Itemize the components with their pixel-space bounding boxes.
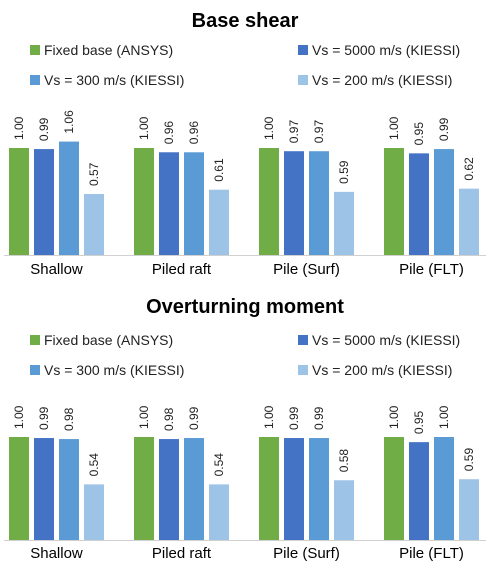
bar xyxy=(184,438,204,540)
bar xyxy=(334,480,354,540)
legend-entry: Vs = 300 m/s (KIESSI) xyxy=(44,72,184,88)
data-label: 0.59 xyxy=(462,448,476,472)
base-shear-chart: Base shear Fixed base (ANSYS) Vs = 5000 m… xyxy=(4,10,486,278)
legend-swatch xyxy=(30,45,40,55)
data-label: 0.99 xyxy=(187,406,201,430)
bar xyxy=(284,438,304,540)
category-label: Shallow xyxy=(30,261,83,278)
chart-title: Overturning moment xyxy=(146,296,344,318)
bar xyxy=(384,437,404,540)
legend: Fixed base (ANSYS) Vs = 5000 m/s (KIESSI)… xyxy=(30,332,460,378)
bar xyxy=(9,148,29,255)
data-label: 0.99 xyxy=(312,406,326,430)
legend-swatch xyxy=(298,365,308,375)
bar xyxy=(34,438,54,540)
data-label: 0.95 xyxy=(412,410,426,434)
bar xyxy=(409,153,429,255)
data-label: 0.54 xyxy=(87,453,101,477)
legend-swatch xyxy=(30,365,40,375)
data-label: 1.00 xyxy=(12,116,26,140)
legend-swatch xyxy=(298,75,308,85)
data-label: 1.00 xyxy=(262,116,276,140)
bar xyxy=(284,151,304,255)
bar xyxy=(434,437,454,540)
legend: Fixed base (ANSYS) Vs = 5000 m/s (KIESSI)… xyxy=(30,42,460,88)
bar xyxy=(159,152,179,255)
category-label: Pile (Surf) xyxy=(273,261,340,278)
data-label: 1.00 xyxy=(262,405,276,429)
bar xyxy=(84,194,104,255)
category-label: Pile (Surf) xyxy=(273,545,340,562)
data-label: 1.00 xyxy=(387,116,401,140)
data-label: 1.00 xyxy=(387,405,401,429)
bar-group: 1.00 0.99 0.98 0.54 1.00 0.98 0.99 0.54 1.00 0.99… xyxy=(9,405,479,540)
bar xyxy=(409,442,429,540)
bar xyxy=(9,437,29,540)
data-label: 0.97 xyxy=(312,120,326,144)
category-label: Piled raft xyxy=(152,261,212,278)
bar xyxy=(159,439,179,540)
data-label: 0.95 xyxy=(412,122,426,146)
data-label: 0.96 xyxy=(187,121,201,145)
bar xyxy=(259,148,279,255)
legend-swatch xyxy=(30,335,40,345)
data-label: 0.57 xyxy=(87,162,101,186)
data-label: 1.00 xyxy=(12,405,26,429)
data-label: 0.96 xyxy=(162,121,176,145)
category-labels: Shallow Piled raft Pile (Surf) Pile (FLT) xyxy=(30,261,464,278)
legend-entry: Fixed base (ANSYS) xyxy=(44,332,173,348)
legend-entry: Vs = 300 m/s (KIESSI) xyxy=(44,362,184,378)
bar xyxy=(84,484,104,540)
legend-swatch xyxy=(298,335,308,345)
category-label: Pile (FLT) xyxy=(399,545,464,562)
bar xyxy=(209,484,229,540)
category-labels: Shallow Piled raft Pile (Surf) Pile (FLT) xyxy=(30,545,464,562)
bar xyxy=(209,189,229,255)
legend-entry: Vs = 200 m/s (KIESSI) xyxy=(312,362,452,378)
legend-entry: Fixed base (ANSYS) xyxy=(44,42,173,58)
bar xyxy=(384,148,404,255)
data-label: 0.54 xyxy=(212,453,226,477)
legend-swatch xyxy=(30,75,40,85)
legend-entry: Vs = 200 m/s (KIESSI) xyxy=(312,72,452,88)
data-label: 0.98 xyxy=(62,407,76,431)
bar xyxy=(34,149,54,255)
legend-swatch xyxy=(298,45,308,55)
data-label: 0.98 xyxy=(162,407,176,431)
bar xyxy=(459,479,479,540)
bar xyxy=(184,152,204,255)
bar xyxy=(259,437,279,540)
category-label: Pile (FLT) xyxy=(399,261,464,278)
data-label: 0.97 xyxy=(287,120,301,144)
bar xyxy=(59,439,79,540)
data-label: 0.99 xyxy=(37,406,51,430)
bar-group: 1.00 0.99 1.06 0.57 1.00 0.96 0.96 0.61 1.00 0.97… xyxy=(9,110,479,255)
data-label: 0.99 xyxy=(37,117,51,141)
overturning-moment-chart: Overturning moment Fixed base (ANSYS) Vs … xyxy=(4,296,486,562)
data-label: 0.99 xyxy=(287,406,301,430)
data-label: 0.62 xyxy=(462,157,476,181)
bar xyxy=(459,188,479,255)
data-label: 1.00 xyxy=(137,116,151,140)
legend-entry: Vs = 5000 m/s (KIESSI) xyxy=(312,42,460,58)
chart-title: Base shear xyxy=(192,10,299,32)
bar xyxy=(59,141,79,255)
data-label: 0.58 xyxy=(337,449,351,473)
bar xyxy=(309,438,329,540)
data-label: 0.59 xyxy=(337,160,351,184)
bar xyxy=(309,151,329,255)
data-label: 0.61 xyxy=(212,158,226,182)
bar xyxy=(134,148,154,255)
bar xyxy=(334,191,354,255)
bar xyxy=(434,149,454,255)
data-label: 1.00 xyxy=(437,405,451,429)
data-label: 0.99 xyxy=(437,117,451,141)
category-label: Shallow xyxy=(30,545,83,562)
data-label: 1.06 xyxy=(62,110,76,134)
bar xyxy=(134,437,154,540)
category-label: Piled raft xyxy=(152,545,212,562)
legend-entry: Vs = 5000 m/s (KIESSI) xyxy=(312,332,460,348)
data-label: 1.00 xyxy=(137,405,151,429)
